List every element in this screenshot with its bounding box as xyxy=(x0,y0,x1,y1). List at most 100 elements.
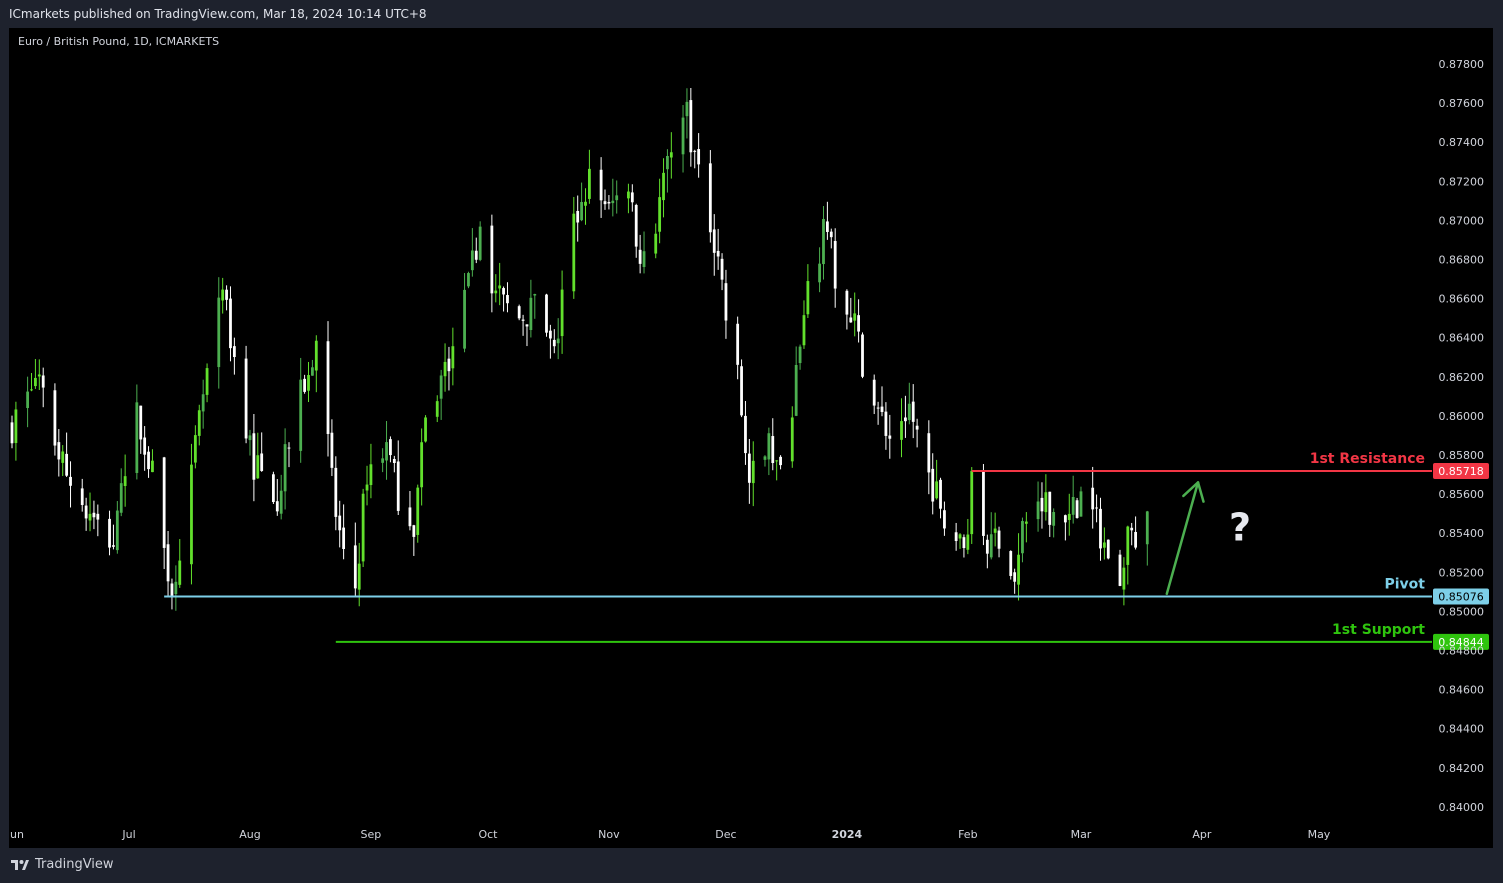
brand[interactable]: TradingView xyxy=(11,857,114,872)
candle-body xyxy=(900,421,903,440)
candle xyxy=(26,376,30,428)
candle-body xyxy=(232,346,236,358)
candle-body xyxy=(638,249,642,264)
candle-body xyxy=(931,468,935,502)
y-tick-label: 0.84400 xyxy=(1439,723,1485,736)
candle xyxy=(1134,516,1137,550)
candle-body xyxy=(84,505,88,519)
candle-body xyxy=(642,251,646,268)
y-tick-label: 0.86800 xyxy=(1439,254,1485,267)
candle-body xyxy=(37,374,41,377)
candle-body xyxy=(829,231,833,238)
candle xyxy=(424,415,427,443)
candle xyxy=(1040,482,1044,529)
candle xyxy=(65,432,69,477)
candle xyxy=(361,488,365,567)
candle-body xyxy=(1024,521,1028,524)
candle xyxy=(997,526,1001,558)
candle xyxy=(556,318,560,360)
x-tick-label: 2024 xyxy=(832,828,863,841)
candle xyxy=(1024,512,1028,543)
candle xyxy=(861,332,864,379)
candle-body xyxy=(697,149,701,165)
candle-body xyxy=(201,394,205,412)
candle xyxy=(1126,525,1130,585)
candle-body xyxy=(334,467,338,517)
candle-body xyxy=(338,515,342,531)
candle xyxy=(630,184,634,212)
candle xyxy=(900,398,903,458)
candle xyxy=(256,432,260,479)
candle-body xyxy=(385,442,388,461)
x-tick-label: Sep xyxy=(361,828,382,841)
candle-body xyxy=(311,367,314,376)
candle xyxy=(954,522,958,551)
candle xyxy=(392,455,396,473)
candle xyxy=(806,264,810,318)
candle xyxy=(252,413,256,502)
candle-body xyxy=(599,169,603,201)
candle-body xyxy=(775,460,779,462)
candle-body xyxy=(556,338,560,344)
candle-body xyxy=(330,432,334,468)
y-tick-label: 0.85800 xyxy=(1439,449,1485,462)
candle xyxy=(1013,568,1017,594)
candle-body xyxy=(1044,492,1048,513)
candle xyxy=(767,427,771,476)
resistance-price-tag xyxy=(1433,463,1489,480)
candle xyxy=(287,442,291,468)
candle-body xyxy=(1134,531,1137,548)
candle-body xyxy=(669,152,673,158)
candle-body xyxy=(970,470,974,535)
candle-body xyxy=(1021,521,1024,554)
candle xyxy=(303,374,307,394)
x-tick-label: Mar xyxy=(1071,828,1092,841)
candle-body xyxy=(463,289,466,349)
candle xyxy=(560,270,564,354)
y-tick-label: 0.87600 xyxy=(1439,97,1485,110)
candle-body xyxy=(1130,527,1134,531)
candle-body xyxy=(381,458,385,463)
candle xyxy=(884,402,888,450)
candle-body xyxy=(41,375,45,388)
y-tick-label: 0.85600 xyxy=(1439,488,1485,501)
candle xyxy=(37,359,41,391)
chart-panel[interactable] xyxy=(9,28,1493,848)
candle xyxy=(751,441,755,507)
candle xyxy=(490,214,494,313)
x-tick-label: May xyxy=(1308,828,1331,841)
candle xyxy=(580,182,583,222)
candle xyxy=(217,277,221,389)
candle xyxy=(985,534,989,569)
candle xyxy=(716,228,720,270)
candle xyxy=(1048,491,1052,537)
candle-body xyxy=(193,435,197,463)
candle-body xyxy=(521,319,525,321)
candle-body xyxy=(767,433,771,460)
candle xyxy=(888,414,892,459)
candle xyxy=(381,448,385,473)
candle-body xyxy=(825,221,829,232)
candle-body xyxy=(139,405,143,440)
candle xyxy=(1079,486,1083,517)
candle-body xyxy=(1091,487,1095,510)
candle xyxy=(681,105,685,173)
candle xyxy=(1095,494,1098,523)
candle-body xyxy=(658,197,662,232)
candle xyxy=(576,195,580,242)
candle xyxy=(396,440,400,515)
candle xyxy=(41,367,45,408)
candle-body xyxy=(1052,512,1056,526)
candle-body xyxy=(416,487,420,535)
candle xyxy=(498,262,502,306)
candles-layer xyxy=(10,87,1149,611)
symbol-label: Euro / British Pound, 1D, ICMARKETS xyxy=(18,35,220,48)
candle-body xyxy=(989,534,993,558)
candle xyxy=(96,504,100,537)
candle-body xyxy=(833,240,837,289)
candle xyxy=(342,504,346,560)
candle xyxy=(693,149,697,169)
candle-body xyxy=(627,191,630,199)
candle-body xyxy=(244,358,248,439)
